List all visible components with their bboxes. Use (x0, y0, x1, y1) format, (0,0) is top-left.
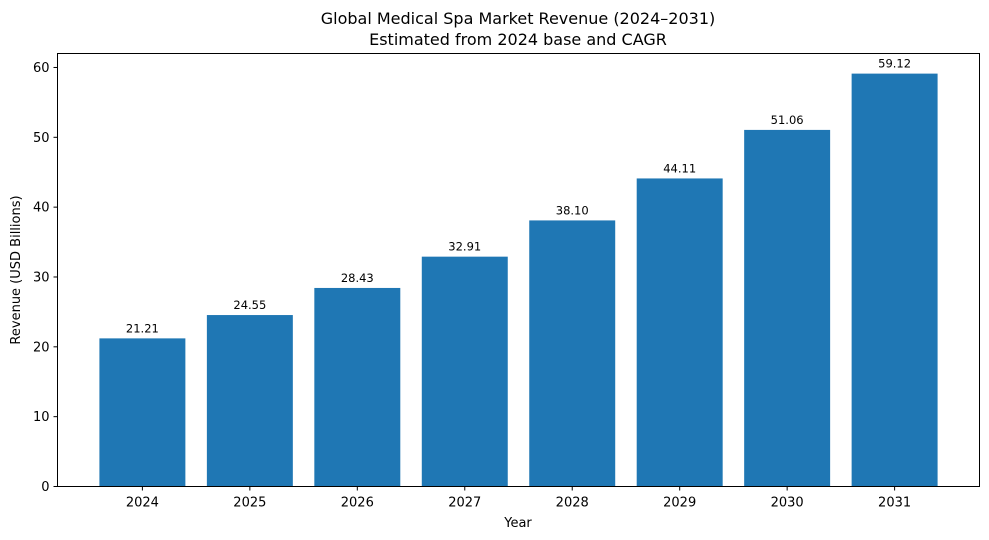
data-label-2031: 59.12 (878, 57, 911, 71)
y-tick-label: 40 (33, 201, 50, 216)
x-tick-label: 2027 (448, 496, 481, 511)
data-label-2024: 21.21 (126, 321, 159, 335)
x-axis-label: Year (503, 516, 532, 531)
x-tick-label: 2031 (878, 496, 911, 511)
bar-2025 (206, 315, 293, 487)
x-tick-label: 2029 (663, 496, 696, 511)
plot-frame (57, 53, 980, 487)
chart-title: Global Medical Spa Market Revenue (2024–… (321, 9, 715, 28)
x-tick-label: 2025 (233, 496, 266, 511)
x-tick-label: 2030 (771, 496, 804, 511)
x-tick-label: 2026 (341, 496, 374, 511)
bar-2027 (421, 256, 508, 487)
data-label-2025: 24.55 (233, 298, 266, 312)
y-tick-label: 50 (33, 131, 50, 146)
y-tick-label: 10 (33, 410, 50, 425)
data-label-2029: 44.11 (663, 161, 696, 175)
y-axis-label: Revenue (USD Billions) (9, 195, 24, 344)
bars-group: 21.21 24.55 28.43 32.91 38.10 44.11 51.06 59.12 (99, 57, 938, 487)
y-tick-label: 0 (41, 480, 49, 495)
x-axis: 2024 2025 2026 2027 2028 2029 2030 2031 (126, 486, 911, 511)
y-axis: 0 10 20 30 40 50 60 (33, 61, 58, 495)
y-tick-label: 20 (33, 340, 50, 355)
bar-2028 (529, 220, 616, 487)
chart-subtitle: Estimated from 2024 base and CAGR (369, 30, 667, 49)
x-tick-label: 2028 (556, 496, 589, 511)
bar-2024 (99, 338, 186, 487)
data-label-2026: 28.43 (341, 271, 374, 285)
bar-2030 (744, 129, 831, 487)
y-tick-label: 60 (33, 61, 50, 76)
bar-2029 (636, 178, 723, 487)
y-tick-label: 30 (33, 270, 50, 285)
x-tick-label: 2024 (126, 496, 159, 511)
bar-2031 (851, 73, 938, 487)
bar-2026 (314, 287, 401, 487)
data-label-2028: 38.10 (556, 203, 589, 217)
data-label-2027: 32.91 (448, 240, 481, 254)
data-label-2030: 51.06 (771, 113, 804, 127)
